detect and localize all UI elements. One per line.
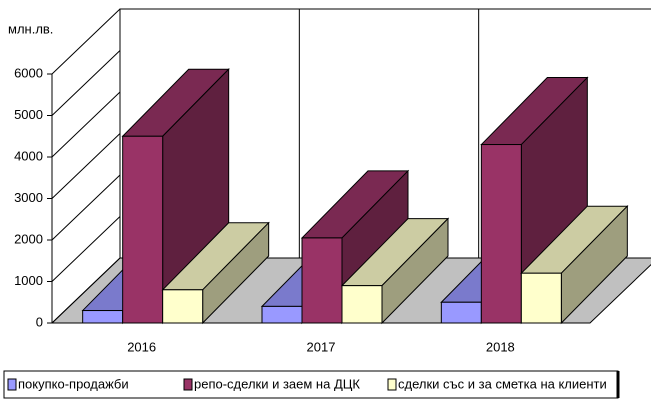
bar-front — [440, 301, 482, 324]
legend-swatch — [7, 378, 17, 391]
bar-front — [341, 285, 383, 324]
legend-label: покупко-продажби — [18, 376, 129, 391]
grid-line — [51, 50, 121, 116]
y-tick-label: 5000 — [14, 107, 43, 122]
bar-front — [480, 144, 522, 324]
bar-front — [520, 272, 562, 324]
x-tick-label: 2016 — [127, 339, 156, 354]
legend-swatch — [387, 378, 397, 391]
bar-front — [82, 310, 124, 324]
y-tick-label: 3000 — [14, 190, 43, 205]
bar-front — [162, 289, 204, 324]
y-tick-label: 2000 — [14, 231, 43, 246]
x-tick-label: 2018 — [486, 339, 515, 354]
legend-swatch — [183, 378, 193, 391]
grid-line — [51, 174, 121, 241]
grid-line — [51, 257, 121, 324]
grid-line — [51, 8, 121, 75]
y-tick-label: 4000 — [14, 148, 43, 163]
legend-box — [3, 370, 619, 399]
x-tick-label: 2017 — [307, 339, 336, 354]
legend-label: репо-сделки и заем на ДЦК — [194, 376, 360, 391]
bar-front — [261, 305, 303, 324]
y-tick-label: 6000 — [14, 65, 43, 80]
y-tick-label: 1000 — [14, 273, 43, 288]
bar — [520, 204, 629, 325]
legend-label: сделки със и за сметка на клиенти — [398, 376, 607, 391]
bar-front — [301, 237, 343, 324]
bar — [161, 221, 270, 325]
y-tick-label: 0 — [36, 314, 43, 329]
bar — [340, 217, 450, 325]
grid-line — [51, 216, 121, 282]
grid-line — [51, 133, 121, 199]
bar-front — [122, 135, 164, 324]
y-axis-label: млн.лв. — [8, 21, 53, 36]
grid-line — [51, 91, 121, 158]
